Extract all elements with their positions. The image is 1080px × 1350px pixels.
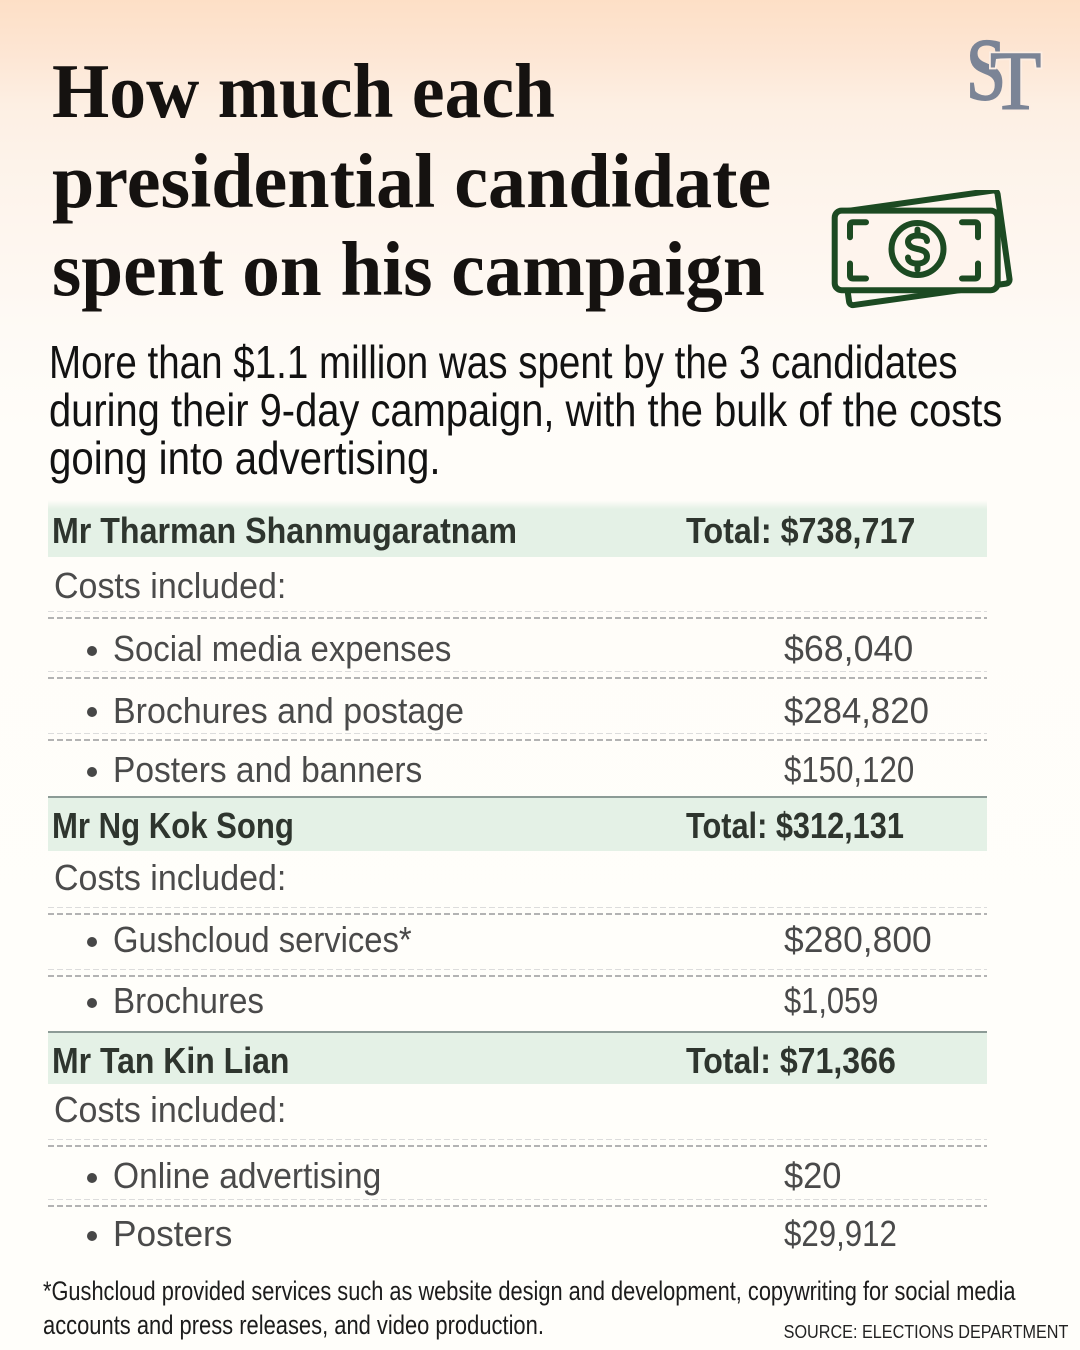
svg-text:T: T — [990, 35, 1041, 120]
svg-text:T: T — [990, 35, 1041, 120]
svg-text:S: S — [966, 30, 1006, 119]
